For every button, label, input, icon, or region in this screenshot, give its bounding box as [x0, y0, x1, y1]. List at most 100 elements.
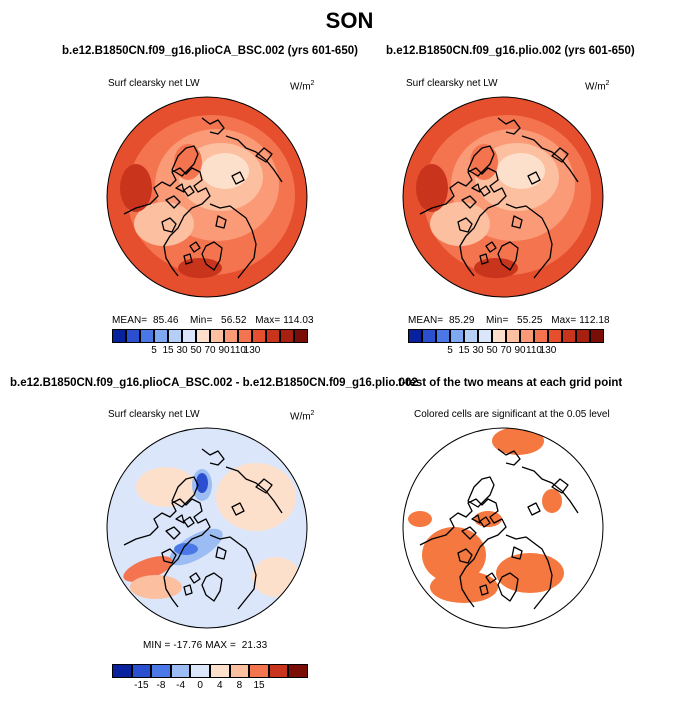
colorbar-swatch: [492, 329, 506, 343]
coastlines: [419, 448, 579, 610]
panel-2-mean-label: MEAN=: [408, 315, 444, 326]
colorbar-swatch: [548, 329, 562, 343]
coastline: [497, 448, 521, 466]
colorbar-swatch: [268, 664, 289, 678]
panel-3-polar-map: [106, 427, 308, 629]
map-boundary: [402, 96, 604, 298]
panel-1-mean-label: MEAN=: [112, 315, 148, 326]
coastline: [479, 584, 489, 596]
panel-3-max-label: MAX =: [205, 640, 236, 651]
coastline: [171, 476, 199, 508]
colorbar-swatch: [506, 329, 520, 343]
colorbar-swatch: [209, 664, 230, 678]
panel-3-stats: MIN = -17.76 MAX = 21.33: [143, 640, 267, 651]
colorbar-tick-label: 15: [253, 680, 265, 691]
panel-3-min-label: MIN =: [143, 640, 171, 651]
coastline: [485, 241, 497, 253]
coastline: [485, 572, 497, 584]
map-field: [107, 428, 307, 628]
map-boundary: [106, 427, 308, 629]
coastline: [231, 502, 245, 516]
colorbar-tick-label: 130: [539, 345, 557, 356]
colorbar-swatch: [590, 329, 604, 343]
coastline: [209, 534, 257, 610]
colorbar-tick-label: 5: [447, 345, 453, 356]
colorbar-tick-label: 30: [176, 345, 188, 356]
panel-1-stats: MEAN= 85.46 Min= 56.52 Max= 114.03: [112, 315, 314, 326]
coastline: [521, 135, 579, 183]
significant-region: [408, 511, 432, 527]
colorbar-swatch: [168, 329, 182, 343]
panel-2-units: W/m2: [585, 80, 610, 93]
colorbar-tick-label: 5: [151, 345, 157, 356]
panel-3-colorbar: -15 -8 -4 0 4 8 15: [112, 664, 308, 691]
coastline: [161, 217, 177, 233]
coastline: [123, 498, 211, 608]
field-base: [403, 428, 603, 628]
colorbar-tick-label: -8: [156, 680, 166, 691]
panel-2-max-label: Max=: [551, 315, 577, 326]
significant-region: [430, 571, 498, 603]
coastline: [511, 215, 523, 229]
colorbar-swatch: [154, 329, 168, 343]
coastline: [255, 147, 273, 163]
colorbar-swatch: [422, 329, 436, 343]
colorbar-swatch: [210, 329, 224, 343]
colorbar-tick-label: 90: [218, 345, 230, 356]
panel-2-variable: Surf clearsky net LW: [406, 78, 498, 89]
field-band: [136, 467, 196, 507]
map-boundary: [402, 427, 604, 629]
colorbar-swatch: [294, 329, 308, 343]
coastline: [521, 466, 579, 514]
panel-1-polar-map: [106, 96, 308, 298]
colorbar-swatch: [151, 664, 171, 678]
coastline: [471, 514, 481, 524]
panel-1-min-value: 56.52: [221, 315, 247, 326]
coastline: [123, 167, 211, 277]
coastline: [189, 572, 201, 584]
panel-3-variable: Surf clearsky net LW: [108, 409, 200, 420]
coastline: [165, 195, 181, 209]
significant-region: [496, 553, 564, 593]
coastline: [527, 502, 541, 516]
colorbar-swatches: [112, 664, 308, 678]
colorbar-swatch: [224, 329, 238, 343]
colorbar-swatch: [170, 664, 191, 678]
coastline: [189, 241, 201, 253]
coastline: [461, 526, 477, 540]
colorbar-swatch: [182, 329, 196, 343]
colorbar-tick-label: 8: [236, 680, 243, 691]
coastline: [171, 145, 199, 177]
coastline: [183, 516, 195, 528]
panel-1-max-value: 114.03: [283, 315, 314, 326]
colorbar-swatch: [126, 329, 140, 343]
panel-2-polar-map: [402, 96, 604, 298]
field-band: [216, 463, 296, 531]
colorbar-swatch: [229, 664, 250, 678]
panel-1-colorbar: 5 15 30 50 70 90 110 130: [112, 329, 308, 356]
colorbar-swatches: [112, 329, 308, 343]
colorbar-tick-label: 110: [526, 345, 542, 356]
coastlines: [123, 117, 283, 279]
field-base: [107, 428, 307, 628]
colorbar-tick-label: 15: [162, 345, 174, 356]
colorbar-swatch: [576, 329, 590, 343]
map-field: [403, 97, 603, 297]
colorbar-swatch: [408, 329, 422, 343]
field-band: [252, 557, 300, 597]
coastline: [479, 185, 491, 197]
colorbar-swatch: [478, 329, 492, 343]
coastline: [471, 183, 481, 193]
colorbar-swatch: [131, 664, 152, 678]
significant-region: [492, 428, 544, 455]
colorbar-tick-label: 15: [458, 345, 470, 356]
panel-3-units: W/m2: [290, 410, 315, 423]
field-band: [196, 473, 208, 493]
panel-4-polar-map: [402, 427, 604, 629]
field-band: [201, 153, 249, 189]
colorbar-swatch: [112, 664, 132, 678]
field-band: [134, 202, 194, 246]
coastline: [479, 253, 489, 265]
colorbar-tick-label: 50: [486, 345, 498, 356]
colorbar-tick-label: 70: [204, 345, 216, 356]
